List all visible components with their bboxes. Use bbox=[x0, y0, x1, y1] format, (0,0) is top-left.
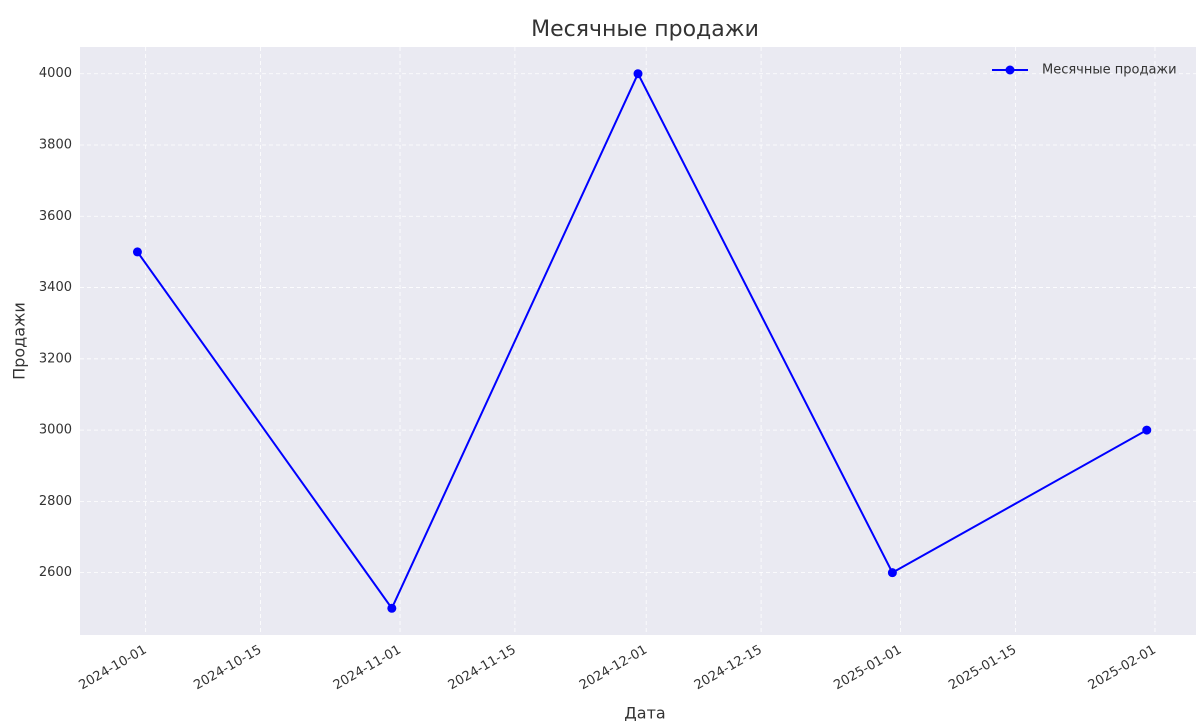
y-tick-label: 3200 bbox=[39, 351, 72, 366]
chart-title: Месячные продажи bbox=[531, 17, 759, 42]
legend-marker bbox=[1005, 65, 1015, 75]
x-tick-label: 2024-10-01 bbox=[76, 643, 149, 694]
point bbox=[633, 69, 643, 79]
x-tick-label: 2025-01-15 bbox=[946, 643, 1019, 694]
x-tick-label: 2024-11-15 bbox=[446, 643, 519, 694]
y-tick-label: 2800 bbox=[39, 494, 72, 509]
x-axis-label: Дата bbox=[624, 704, 665, 723]
x-tick-label: 2024-11-01 bbox=[331, 643, 404, 694]
y-tick-label: 3600 bbox=[39, 209, 72, 224]
plot-area bbox=[80, 47, 1196, 635]
y-tick-label: 2600 bbox=[39, 565, 72, 580]
y-tick-label: 3400 bbox=[39, 280, 72, 295]
point bbox=[1142, 425, 1152, 435]
x-tick-label: 2025-01-01 bbox=[831, 643, 904, 694]
y-axis-label: Продажи bbox=[10, 302, 29, 380]
y-tick-label: 3800 bbox=[39, 138, 72, 153]
x-tick-label: 2025-02-01 bbox=[1086, 643, 1159, 694]
x-tick-label: 2024-12-01 bbox=[577, 643, 650, 694]
y-tick-label: 4000 bbox=[39, 66, 72, 81]
legend-label: Месячные продажи bbox=[1042, 63, 1177, 78]
point bbox=[132, 247, 142, 257]
y-tick-label: 3000 bbox=[39, 423, 72, 438]
x-tick-label: 2024-10-15 bbox=[191, 643, 264, 694]
point bbox=[387, 603, 397, 613]
x-tick-label: 2024-12-15 bbox=[692, 643, 765, 694]
point bbox=[887, 568, 897, 578]
